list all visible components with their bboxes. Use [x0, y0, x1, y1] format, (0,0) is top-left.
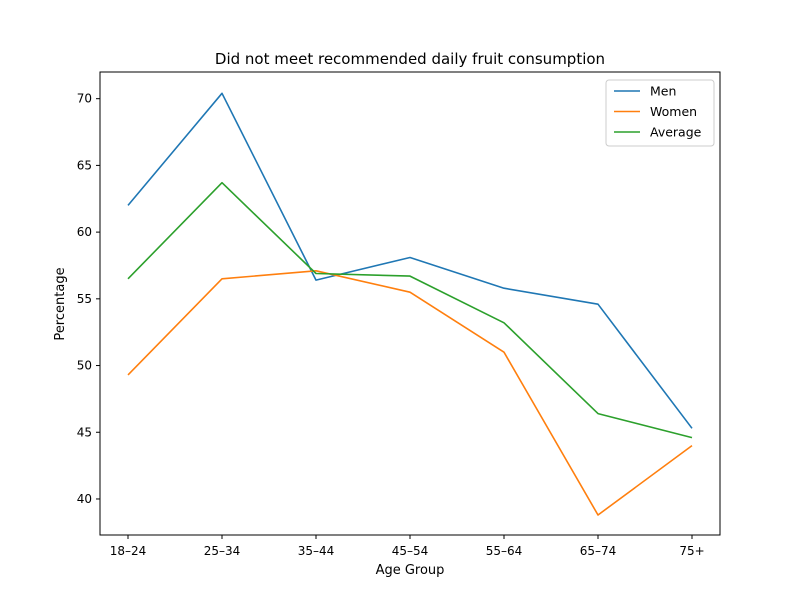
x-tick-label: 65–74 [580, 544, 617, 558]
y-axis: 40 45 50 55 60 65 70 [77, 92, 100, 506]
y-tick-label: 45 [77, 425, 92, 439]
y-tick-label: 40 [77, 492, 92, 506]
x-tick-label: 18–24 [110, 544, 147, 558]
series-line-average [127, 181, 693, 439]
y-tick-label: 65 [77, 158, 92, 172]
legend-label-men: Men [650, 84, 676, 99]
x-axis: 18–24 25–34 35–44 45–54 55–64 65–74 75+ [110, 535, 705, 558]
plot-lines [127, 92, 693, 516]
y-tick-label: 50 [77, 359, 92, 373]
legend-box [605, 79, 715, 147]
series-line-men [127, 92, 693, 429]
legend-label-average: Average [650, 125, 702, 140]
series-line-women [127, 269, 693, 516]
x-tick-label: 35–44 [298, 544, 335, 558]
chart-title: Did not meet recommended daily fruit con… [215, 50, 605, 68]
y-tick-label: 60 [77, 225, 92, 239]
legend: Men Women Average [605, 79, 715, 147]
x-tick-label: 45–54 [392, 544, 429, 558]
legend-label-women: Women [650, 104, 697, 119]
x-tick-label: 25–34 [204, 544, 241, 558]
y-tick-label: 55 [77, 292, 92, 306]
y-tick-label: 70 [77, 92, 92, 106]
x-axis-label: Age Group [376, 563, 445, 578]
y-axis-label: Percentage [53, 267, 68, 340]
x-tick-label: 55–64 [486, 544, 523, 558]
x-tick-label: 75+ [679, 544, 704, 558]
